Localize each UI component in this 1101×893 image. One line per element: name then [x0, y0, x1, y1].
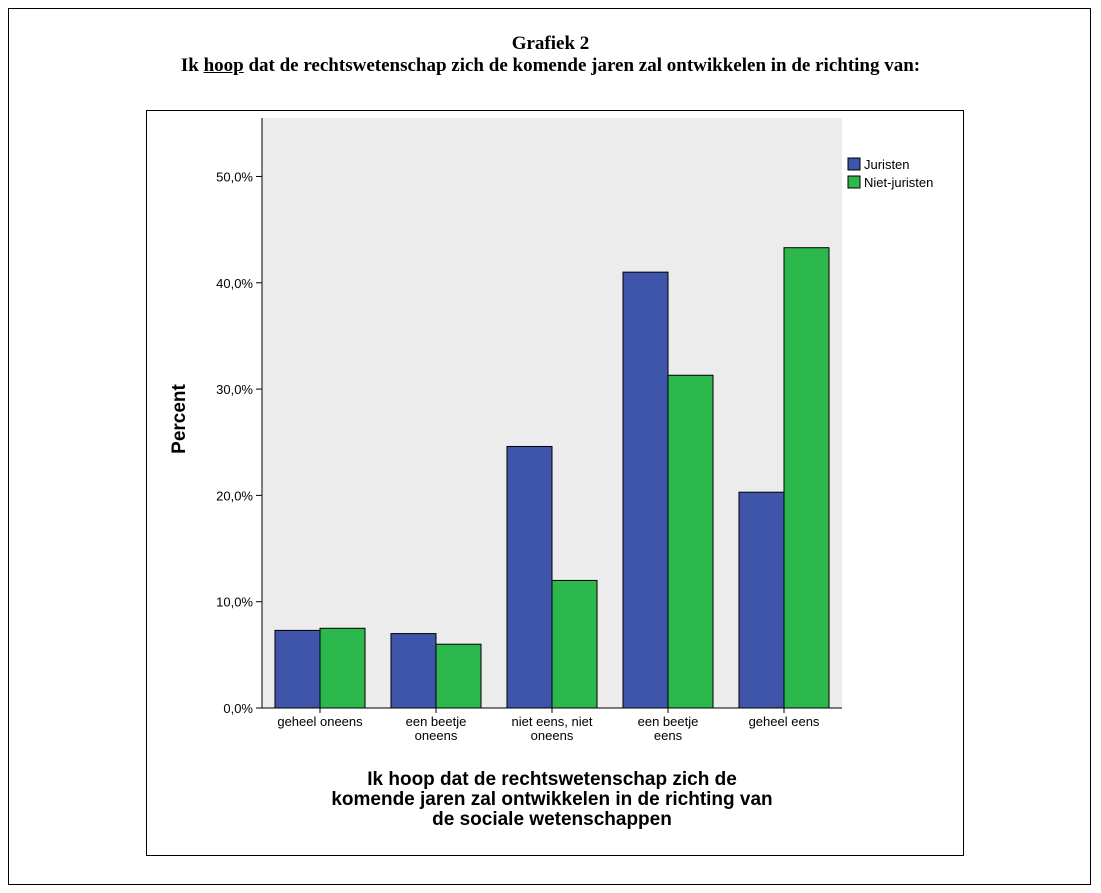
outer-frame — [8, 8, 1091, 885]
bar-0-0 — [274, 629, 321, 709]
heading-line2-suffix: dat de rechtswetenschap zich de komende … — [243, 55, 921, 76]
heading-line2-emphasis: hoop — [203, 55, 244, 76]
legend-swatch — [847, 157, 861, 171]
x-axis-label: Ik hoop dat de rechtswetenschap zich de k… — [331, 769, 772, 830]
chart-frame — [146, 110, 964, 856]
page-subtitle: Ik hoop dat de rechtswetenschap zich de … — [0, 55, 1101, 77]
heading-line1: Grafiek 2 — [511, 33, 590, 54]
legend-label: Niet-juristen — [864, 175, 933, 190]
y-axis-label: Percent — [169, 383, 190, 453]
legend-label: Juristen — [864, 157, 910, 172]
x-tick-label: een beetje eens — [638, 714, 699, 743]
y-tick-label: 0,0% — [223, 701, 253, 716]
bar-0-2 — [506, 445, 553, 709]
legend-swatch — [847, 175, 861, 189]
y-tick-label: 30,0% — [216, 382, 253, 397]
bar-1-0 — [319, 627, 366, 709]
x-tick-label: niet eens, niet oneens — [512, 714, 593, 743]
y-tick-label: 50,0% — [216, 169, 253, 184]
x-tick-label: een beetje oneens — [406, 714, 467, 743]
bar-1-4 — [783, 247, 830, 709]
x-tick-label: geheel oneens — [277, 714, 363, 729]
bar-0-3 — [622, 271, 669, 709]
y-tick-label: 20,0% — [216, 488, 253, 503]
bar-1-1 — [435, 643, 482, 709]
bar-0-1 — [390, 633, 437, 709]
heading-line2-prefix: Ik — [180, 55, 204, 76]
page-title: Grafiek 2 — [0, 33, 1101, 55]
y-tick-label: 40,0% — [216, 276, 253, 291]
x-tick-label: geheel eens — [749, 714, 820, 729]
bar-1-2 — [551, 579, 598, 709]
bar-0-4 — [738, 491, 785, 709]
bar-1-3 — [667, 374, 714, 709]
y-tick-label: 10,0% — [216, 595, 253, 610]
